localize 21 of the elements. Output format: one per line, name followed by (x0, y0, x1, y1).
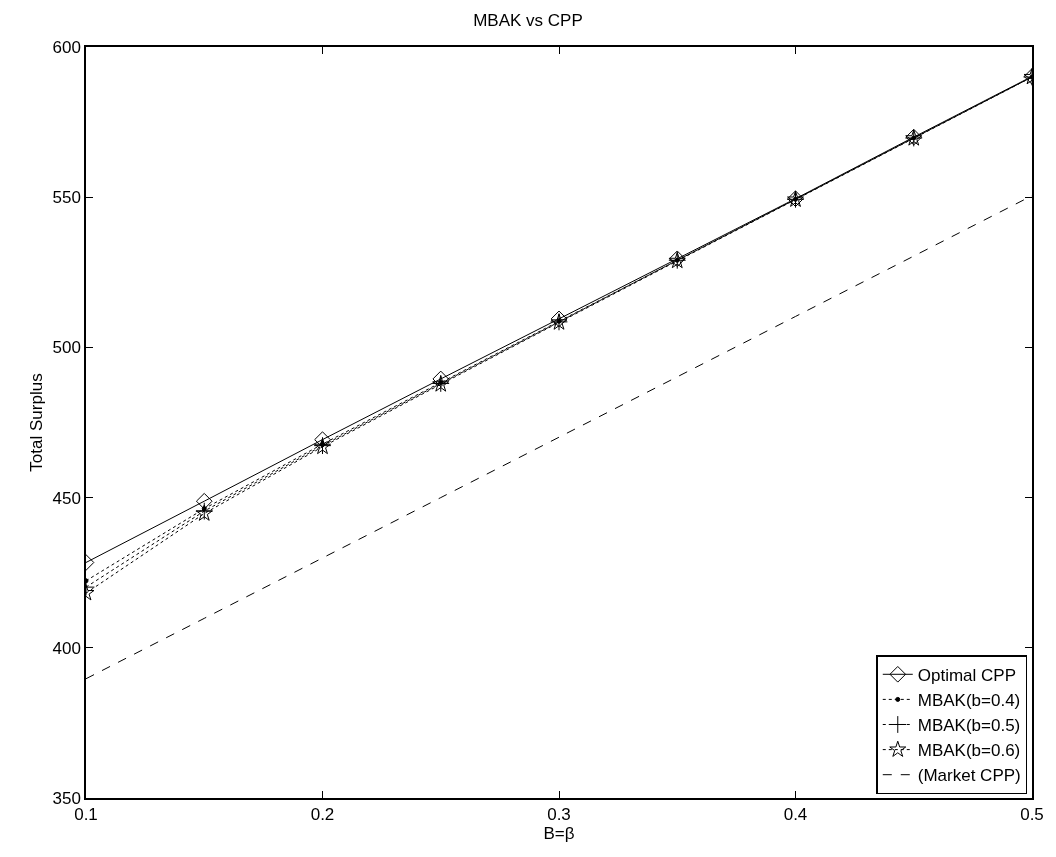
x-tick-label: 0.1 (74, 805, 98, 825)
point (195, 492, 213, 510)
y-tick-label: 500 (52, 338, 81, 358)
y-tick-label: 600 (52, 37, 81, 57)
x-axis-title: B=β (543, 824, 575, 844)
x-tick-label: 0.5 (1020, 805, 1044, 825)
y-tick-label: 550 (52, 188, 81, 208)
y-tick-label: 400 (52, 638, 81, 658)
chart-title: MBAK vs CPP (473, 10, 583, 30)
x-tick-label: 0.4 (783, 805, 808, 825)
legend-label: (Market CPP) (917, 766, 1021, 786)
legend-label: Optimal CPP (917, 665, 1017, 685)
y-tick-label: 450 (52, 488, 81, 508)
legend-label: MBAK(b=0.4) (917, 691, 1021, 711)
legend-label: MBAK(b=0.5) (917, 716, 1021, 736)
x-tick-label: 0.3 (547, 805, 571, 825)
y-axis-title: Total Surplus (26, 373, 46, 472)
y-tick-label: 350 (52, 788, 81, 808)
x-tick-label: 0.2 (310, 805, 335, 825)
point (432, 370, 450, 388)
legend-label: MBAK(b=0.6) (917, 741, 1021, 761)
